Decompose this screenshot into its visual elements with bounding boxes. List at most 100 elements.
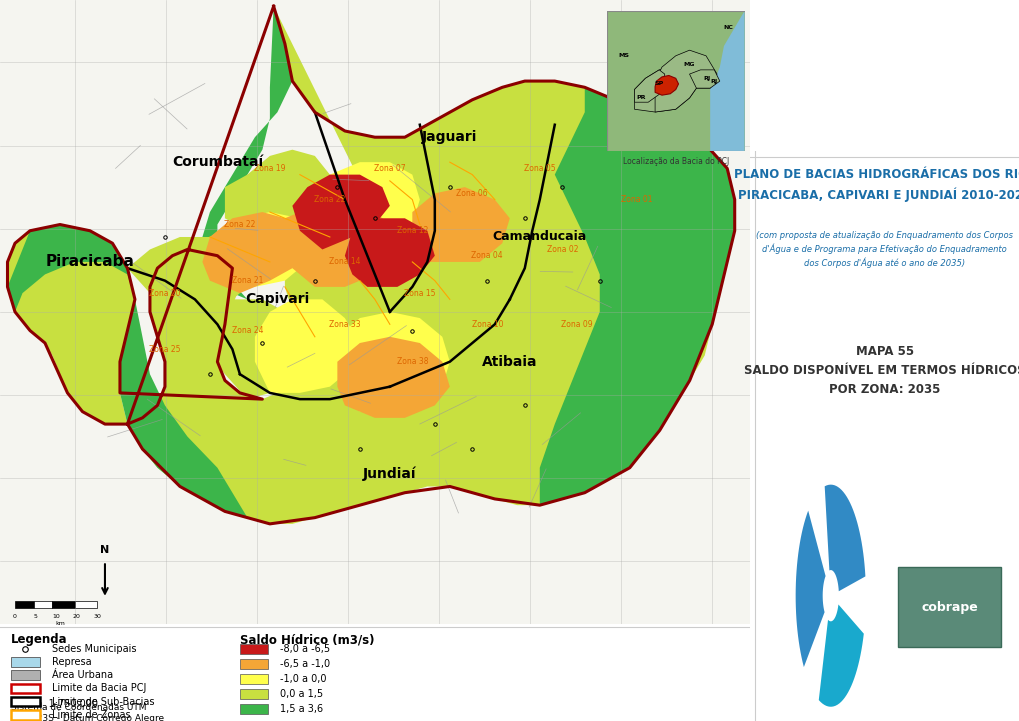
Bar — [898, 567, 1000, 647]
Text: 5: 5 — [34, 614, 38, 619]
Polygon shape — [224, 150, 329, 231]
Text: (com proposta de atualização do Enquadramento dos Corpos
d'Água e de Programa pa: (com proposta de atualização do Enquadra… — [756, 231, 1012, 268]
Polygon shape — [255, 299, 360, 393]
Polygon shape — [210, 212, 315, 287]
Text: Zona 15: Zona 15 — [404, 288, 435, 298]
Text: 20: 20 — [72, 614, 81, 619]
Text: RJ: RJ — [703, 76, 710, 81]
Text: Zona 22: Zona 22 — [224, 220, 256, 229]
Bar — [11, 658, 40, 667]
Text: Represa: Represa — [52, 657, 92, 667]
Polygon shape — [292, 174, 389, 249]
Text: 10: 10 — [52, 614, 60, 619]
Text: Zona 25: Zona 25 — [149, 345, 180, 354]
Text: MAPA 55
SALDO DISPONÍVEL EM TERMOS HÍDRICOS
POR ZONA: 2035: MAPA 55 SALDO DISPONÍVEL EM TERMOS HÍDRI… — [743, 345, 1019, 396]
Polygon shape — [634, 67, 696, 112]
Text: Zona 05: Zona 05 — [524, 164, 555, 173]
Bar — [15, 601, 34, 608]
Text: Piracicaba: Piracicaba — [46, 255, 135, 270]
Bar — [75, 601, 98, 608]
Text: Zona 33: Zona 33 — [329, 320, 361, 329]
Text: Zona 14: Zona 14 — [329, 257, 361, 267]
Text: MS: MS — [618, 53, 629, 58]
Text: Zona 02: Zona 02 — [546, 245, 578, 254]
Polygon shape — [654, 76, 678, 95]
Polygon shape — [277, 200, 389, 287]
Text: Jaguari: Jaguari — [422, 131, 477, 144]
Text: km: km — [55, 621, 65, 626]
Text: 1,5 a 3,6: 1,5 a 3,6 — [279, 704, 322, 715]
Text: Sedes Municipais: Sedes Municipais — [52, 644, 137, 654]
Text: -1,0 a 0,0: -1,0 a 0,0 — [279, 674, 326, 684]
Text: Zona 04: Zona 04 — [471, 251, 502, 260]
Bar — [239, 674, 268, 684]
Text: Corumbataí: Corumbataí — [171, 155, 263, 169]
Text: Limite de Sub-Bacias: Limite de Sub-Bacias — [52, 696, 155, 707]
Text: Localização da Bacia do PCJ: Localização da Bacia do PCJ — [622, 157, 729, 166]
Text: MG: MG — [683, 62, 695, 67]
Text: Limite de Zonas: Limite de Zonas — [52, 709, 131, 720]
Text: Escala  1:750.000: Escala 1:750.000 — [11, 699, 98, 709]
Polygon shape — [344, 218, 434, 287]
Text: -6,5 a -1,0: -6,5 a -1,0 — [279, 659, 329, 669]
Polygon shape — [634, 70, 664, 102]
Text: 0: 0 — [13, 614, 17, 619]
Polygon shape — [539, 87, 734, 505]
Text: Zona 21: Zona 21 — [231, 276, 263, 285]
Polygon shape — [824, 485, 864, 591]
Bar — [52, 601, 75, 608]
Polygon shape — [412, 187, 510, 262]
Bar — [11, 709, 40, 720]
Bar — [239, 689, 268, 699]
Bar — [11, 684, 40, 694]
Text: Zona 01: Zona 01 — [621, 195, 652, 204]
Text: Zona 12: Zona 12 — [396, 226, 428, 235]
Text: Jundiaí: Jundiaí — [363, 466, 416, 481]
Polygon shape — [795, 510, 824, 667]
Text: 0,0 a 1,5: 0,0 a 1,5 — [279, 689, 322, 699]
Polygon shape — [654, 50, 716, 112]
Text: N: N — [100, 545, 109, 555]
Polygon shape — [709, 11, 744, 151]
Polygon shape — [315, 162, 420, 249]
Text: NC: NC — [722, 25, 733, 30]
Polygon shape — [337, 337, 449, 418]
Bar — [239, 659, 268, 669]
Text: Zona 20: Zona 20 — [149, 288, 180, 298]
Text: Zona 09: Zona 09 — [560, 320, 592, 329]
Polygon shape — [412, 156, 554, 280]
Polygon shape — [202, 6, 292, 299]
Text: PLANO DE BACIAS HIDROGRÁFICAS DOS RIOS
PIRACICABA, CAPIVARI E JUNDIAÍ 2010-2020: PLANO DE BACIAS HIDROGRÁFICAS DOS RIOS P… — [733, 169, 1019, 202]
Text: cobrape: cobrape — [920, 601, 977, 614]
Text: SP: SP — [654, 81, 663, 87]
Text: Saldo Hídrico (m3/s): Saldo Hídrico (m3/s) — [239, 633, 374, 647]
Text: Zona 19: Zona 19 — [254, 164, 285, 173]
Polygon shape — [420, 293, 539, 405]
Bar — [11, 696, 40, 707]
Text: Limite da Bacia PCJ: Limite da Bacia PCJ — [52, 684, 147, 694]
Text: Sistema de Coordenadas UTM
Zona 23S - Datum Córrego Alegre: Sistema de Coordenadas UTM Zona 23S - Da… — [11, 703, 164, 721]
Bar — [239, 704, 268, 715]
Text: Zona 24: Zona 24 — [231, 326, 263, 335]
Text: RJ: RJ — [710, 79, 717, 84]
Text: 30: 30 — [94, 614, 101, 619]
Text: Camanducaia: Camanducaia — [492, 231, 586, 244]
Text: Zona 10: Zona 10 — [471, 320, 502, 329]
Bar — [11, 671, 40, 680]
Text: Legenda: Legenda — [11, 633, 68, 647]
Text: Capivari: Capivari — [245, 292, 309, 306]
Polygon shape — [7, 224, 248, 518]
Bar — [239, 644, 268, 654]
Polygon shape — [818, 604, 863, 707]
Polygon shape — [127, 237, 248, 318]
Text: PR: PR — [636, 95, 645, 100]
Polygon shape — [689, 70, 719, 88]
Text: Zona 06: Zona 06 — [457, 189, 488, 198]
Polygon shape — [202, 299, 307, 399]
Text: Zona 38: Zona 38 — [396, 357, 428, 366]
Text: Zona 22: Zona 22 — [314, 195, 345, 204]
Text: Zona 07: Zona 07 — [374, 164, 406, 173]
Polygon shape — [329, 311, 449, 412]
Polygon shape — [202, 212, 300, 293]
Polygon shape — [7, 6, 734, 524]
